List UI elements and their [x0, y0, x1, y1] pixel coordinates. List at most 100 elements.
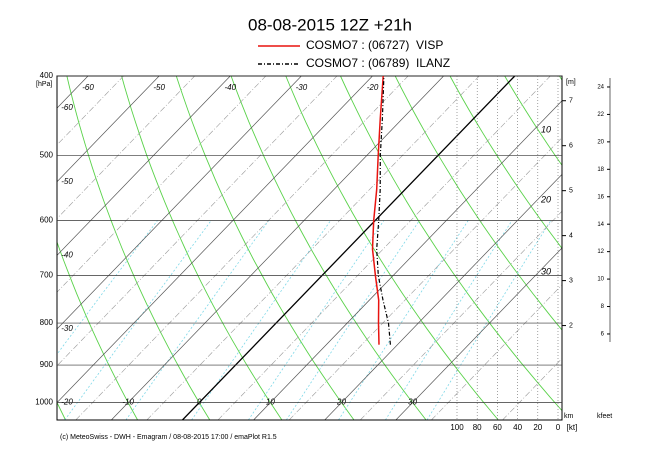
wind-tick-label: 0 [556, 423, 561, 432]
km-label: km [564, 413, 574, 420]
isotherm-label-top: -30 [296, 83, 308, 92]
line-label: 20 [540, 194, 551, 204]
sounding-line [371, 75, 384, 345]
kft-tick-label: 8 [601, 304, 605, 310]
sounding-line [376, 75, 391, 345]
y-tick-label: 900 [40, 360, 54, 369]
minor-isotherm [57, 76, 267, 293]
mixing-ratio-line [385, 220, 513, 420]
km-tick-label: 7 [569, 98, 573, 105]
y-unit: [hPa] [36, 81, 52, 88]
minor-isotherm [57, 76, 124, 146]
dry-adiabat [614, 76, 650, 420]
kft-tick-label: 24 [597, 85, 604, 91]
kft-tick-label: 18 [597, 167, 604, 173]
isotherm [324, 173, 562, 420]
wind-tick-label: 100 [450, 423, 464, 432]
isotherm [57, 76, 160, 183]
kft-tick-label: 20 [597, 139, 604, 145]
mixing-ratio-line [248, 220, 385, 420]
footer: (c) MeteoSwiss - DWH - Emagram / 08-08-2… [60, 434, 277, 441]
mixing-ratio-line [191, 220, 331, 420]
mixing-ratio-line [285, 220, 420, 420]
mixing-ratio-line [125, 220, 270, 420]
dry-adiabat [394, 76, 562, 331]
line-label: 30 [541, 266, 551, 276]
legend-label: COSMO7 : (06727) VISP [306, 38, 443, 52]
y-tick-label: 500 [40, 151, 54, 160]
km-tick-label: 5 [569, 188, 573, 195]
dry-adiabat [559, 76, 562, 81]
kft-tick-label: 16 [597, 194, 604, 200]
minor-isotherm [288, 137, 562, 420]
minor-isotherm [574, 76, 650, 420]
km-tick-label: 6 [569, 143, 573, 150]
minor-isotherm [217, 76, 551, 420]
isotherm [181, 76, 516, 420]
isotherm [395, 247, 562, 420]
kft-tick-label: 12 [597, 249, 604, 255]
isotherm [111, 76, 444, 420]
y-tick-label: 1000 [35, 398, 53, 407]
minor-isotherm [146, 76, 480, 420]
mixing-ratio-line [64, 220, 212, 420]
kft-tick-label: 14 [597, 222, 604, 228]
dry-adiabat [175, 76, 355, 420]
minor-isotherm [431, 284, 562, 420]
isotherm [57, 76, 231, 256]
kft-tick-label: 6 [601, 332, 605, 338]
isotherm-label-top: -40 [224, 83, 236, 92]
y-tick-label: 400 [40, 71, 54, 80]
km-unit: [m] [566, 79, 576, 86]
dry-adiabat [66, 76, 211, 420]
isotherm-label-bottom: 20 [336, 398, 346, 407]
mixing-ratio-line [57, 220, 158, 355]
isotherm [57, 76, 302, 330]
dry-adiabat [121, 76, 283, 420]
isotherm [57, 76, 373, 404]
minor-isotherm [75, 76, 409, 420]
kft-tick-label: 22 [597, 112, 604, 118]
dry-adiabat [57, 240, 138, 420]
y-tick-label: 600 [40, 216, 54, 225]
dry-adiabat [57, 401, 66, 420]
wind-tick-label: 40 [513, 423, 522, 432]
minor-isotherm [57, 76, 338, 367]
isotherm-label-left: -30 [61, 324, 73, 333]
dry-adiabat [340, 76, 562, 412]
wind-tick-label: 60 [493, 423, 502, 432]
y-tick-label: 700 [40, 271, 54, 280]
isotherm-label-top: -60 [82, 83, 94, 92]
legend-label: COSMO7 : (06789) ILANZ [306, 56, 450, 70]
isotherm-label-bottom: -10 [122, 398, 134, 407]
dry-adiabat [285, 76, 499, 420]
line-label: 10 [541, 124, 551, 134]
minor-isotherm [57, 76, 195, 219]
minor-isotherm [502, 357, 562, 420]
isotherm-label-left: -20 [61, 398, 73, 407]
background-lines [57, 76, 650, 420]
km-tick-label: 2 [569, 322, 573, 329]
kft-tick-label: 10 [597, 277, 604, 283]
minor-isotherm [360, 210, 562, 420]
dry-adiabat [504, 76, 562, 167]
isotherm-label-left: -50 [61, 177, 73, 186]
isotherm-label-top: -20 [367, 83, 379, 92]
isotherm-label-bottom: 0 [197, 398, 202, 407]
wind-unit: [kt] [567, 423, 578, 432]
kft-label: kfeet [597, 413, 612, 420]
isotherm [253, 100, 562, 420]
isotherm-label-left: -60 [61, 103, 73, 112]
isotherm-label-bottom: 30 [408, 398, 417, 407]
mixing-ratio-line [426, 220, 552, 420]
isotherm-label-top: -50 [153, 83, 165, 92]
y-tick-label: 800 [40, 318, 54, 327]
wind-tick-label: 80 [473, 423, 482, 432]
plot-frame [56, 75, 563, 421]
isotherm-label-bottom: 10 [266, 398, 275, 407]
chart-title: 08-08-2015 12Z +21h [248, 15, 412, 34]
isotherm-label-left: -40 [61, 250, 73, 259]
dry-adiabat [230, 76, 427, 420]
wind-tick-label: 20 [533, 423, 542, 432]
